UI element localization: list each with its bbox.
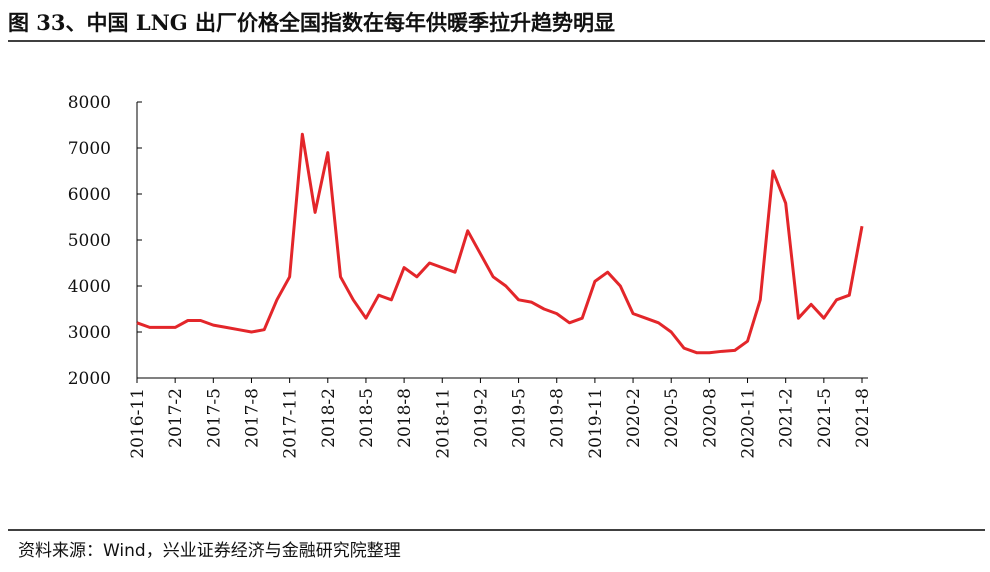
x-tick-label: 2019-11 (586, 388, 606, 459)
y-tick-label: 4000 (68, 277, 111, 297)
chart-title: 图 33、中国 LNG 出厂价格全国指数在每年供暖季拉升趋势明显 (8, 10, 615, 35)
x-tick-label: 2021-5 (815, 388, 835, 448)
x-tick-label: 2019-2 (471, 388, 491, 448)
x-tick-label: 2018-8 (395, 388, 415, 448)
x-tick-label: 2018-11 (433, 388, 453, 459)
y-tick-label: 3000 (68, 323, 111, 343)
x-tick-label: 2018-2 (319, 388, 339, 448)
line (136, 132, 864, 355)
x-tick-label: 2017-8 (242, 388, 262, 448)
y-tick-label: 8000 (68, 93, 111, 113)
x-tick-label: 2020-8 (700, 388, 720, 448)
y-tick-label: 7000 (68, 139, 111, 159)
x-tick-label: 2020-2 (624, 388, 644, 448)
x-tick-label: 2019-5 (510, 388, 530, 448)
source: 资料来源：Wind，兴业证券经济与金融研究院整理 (18, 541, 401, 561)
x-tick-label: 2021-8 (853, 388, 873, 448)
y-tick-label: 6000 (68, 185, 111, 205)
x-tick-label: 2018-5 (357, 388, 377, 448)
x-tick-label: 2020-5 (662, 388, 682, 448)
x-tick-label: 2017-11 (281, 388, 301, 459)
x-tick-label: 2020-11 (739, 388, 759, 459)
y-tick-label: 5000 (68, 231, 111, 251)
y-tick-label: 2000 (68, 369, 111, 389)
x-tick-label: 2019-8 (548, 388, 568, 448)
x-tick-label: 2017-2 (166, 388, 186, 448)
x-tick-label: 2017-5 (204, 388, 224, 448)
x-tick-label: 2016-11 (128, 388, 148, 459)
x-tick-label: 2021-2 (777, 388, 797, 448)
